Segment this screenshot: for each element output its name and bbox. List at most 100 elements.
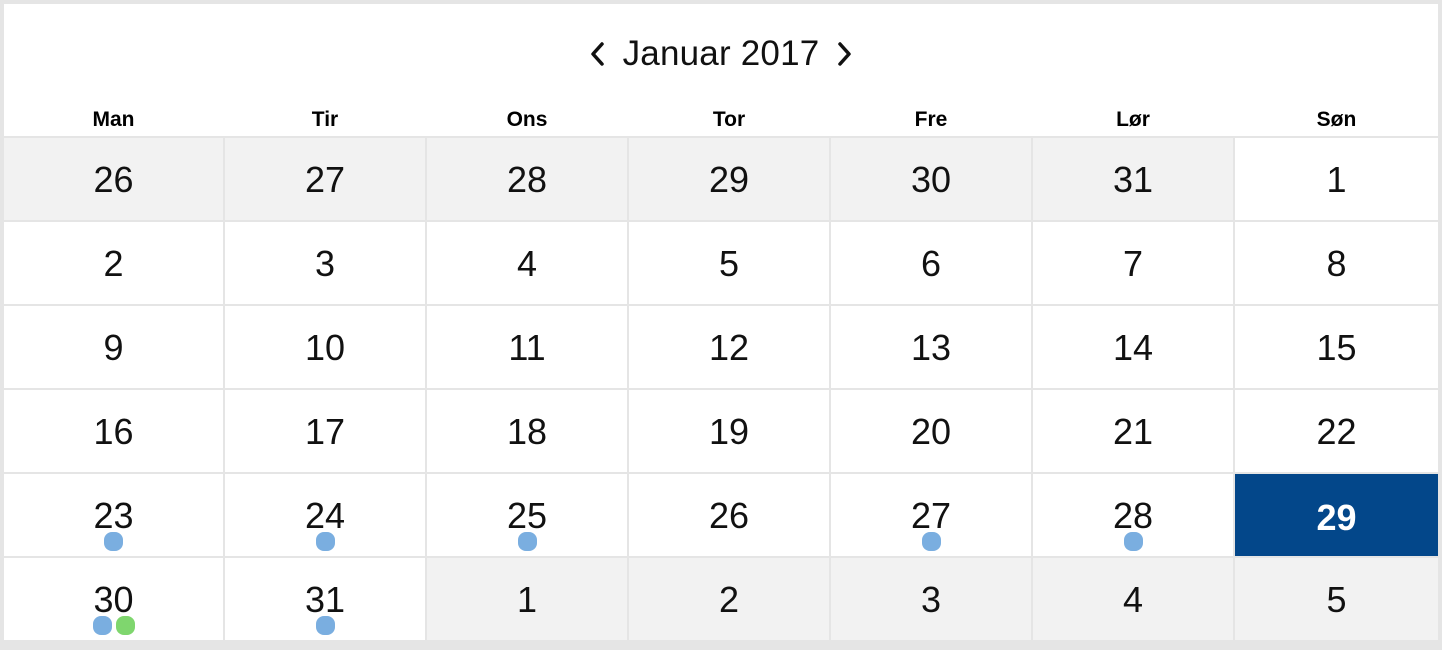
day-number: 7 bbox=[1122, 243, 1144, 284]
day-cell-outside-month[interactable]: 28 bbox=[427, 138, 627, 220]
day-number: 29 bbox=[708, 159, 750, 200]
day-number: 2 bbox=[103, 243, 124, 284]
day-cell-outside-month[interactable]: 30 bbox=[831, 138, 1031, 220]
day-cell[interactable]: 3 bbox=[225, 222, 425, 304]
day-number: 29 bbox=[1316, 497, 1357, 538]
day-cell[interactable]: 27 bbox=[831, 474, 1031, 556]
day-cell[interactable]: 11 bbox=[427, 306, 627, 388]
day-cell[interactable]: 6 bbox=[831, 222, 1031, 304]
blue-event-dot bbox=[517, 532, 537, 551]
day-cell[interactable]: 8 bbox=[1235, 222, 1438, 304]
day-number: 28 bbox=[1112, 495, 1154, 536]
day-number: 1 bbox=[1326, 159, 1347, 200]
event-indicators bbox=[517, 532, 537, 552]
day-cell-outside-month[interactable]: 3 bbox=[831, 558, 1031, 640]
day-cell[interactable]: 1 bbox=[1235, 138, 1438, 220]
day-cell[interactable]: 7 bbox=[1033, 222, 1233, 304]
day-number: 31 bbox=[304, 579, 346, 620]
weekday-label: Søn bbox=[1316, 108, 1357, 131]
day-cell[interactable]: 25 bbox=[427, 474, 627, 556]
day-number: 8 bbox=[1326, 243, 1347, 284]
day-cell[interactable]: 5 bbox=[629, 222, 829, 304]
event-indicators bbox=[92, 616, 135, 636]
day-cell-outside-month[interactable]: 31 bbox=[1033, 138, 1233, 220]
day-cell[interactable]: 22 bbox=[1235, 390, 1438, 472]
day-number: 14 bbox=[1112, 327, 1154, 368]
blue-event-dot bbox=[1123, 532, 1143, 551]
month-title: Januar 2017 bbox=[622, 34, 820, 73]
day-cell-outside-month[interactable]: 1 bbox=[427, 558, 627, 640]
day-cell[interactable]: 24 bbox=[225, 474, 425, 556]
month-navigation: Januar 2017 bbox=[583, 34, 860, 74]
day-cell-outside-month[interactable]: 29 bbox=[629, 138, 829, 220]
day-cell[interactable]: 19 bbox=[629, 390, 829, 472]
day-number: 5 bbox=[718, 243, 740, 284]
green-event-dot bbox=[115, 616, 135, 635]
day-cell[interactable]: 28 bbox=[1033, 474, 1233, 556]
day-number: 9 bbox=[103, 327, 124, 368]
day-cell[interactable]: 10 bbox=[225, 306, 425, 388]
prev-month-button[interactable] bbox=[583, 40, 611, 68]
day-cell[interactable]: 26 bbox=[629, 474, 829, 556]
day-cell[interactable]: 15 bbox=[1235, 306, 1438, 388]
day-cell-outside-month[interactable]: 2 bbox=[629, 558, 829, 640]
next-month-button[interactable] bbox=[831, 40, 859, 68]
event-indicators bbox=[315, 616, 335, 636]
blue-event-dot bbox=[315, 616, 335, 635]
day-cell[interactable]: 9 bbox=[4, 306, 223, 388]
day-cell[interactable]: 20 bbox=[831, 390, 1031, 472]
day-number: 13 bbox=[910, 327, 952, 368]
day-number: 6 bbox=[920, 243, 942, 284]
day-number: 20 bbox=[910, 411, 952, 452]
event-indicators bbox=[315, 532, 335, 552]
day-number: 1 bbox=[516, 579, 538, 620]
day-cell[interactable]: 21 bbox=[1033, 390, 1233, 472]
day-number: 15 bbox=[1316, 327, 1357, 368]
day-cell-outside-month[interactable]: 5 bbox=[1235, 558, 1438, 640]
chevron-left-icon bbox=[590, 42, 604, 66]
day-number: 17 bbox=[304, 411, 346, 452]
day-cell[interactable]: 2 bbox=[4, 222, 223, 304]
day-cell[interactable]: 12 bbox=[629, 306, 829, 388]
day-number: 19 bbox=[708, 411, 750, 452]
day-cell[interactable]: 23 bbox=[4, 474, 223, 556]
day-number: 2 bbox=[718, 579, 740, 620]
day-number: 26 bbox=[93, 159, 134, 200]
day-cell[interactable]: 13 bbox=[831, 306, 1031, 388]
day-cell[interactable]: 18 bbox=[427, 390, 627, 472]
day-number: 22 bbox=[1316, 411, 1357, 452]
day-number: 27 bbox=[304, 159, 346, 200]
calendar: Januar 2017 Man Tir Ons Tor Fre Lør Søn 26 27 28… bbox=[4, 4, 1438, 646]
day-cell[interactable]: 31 bbox=[225, 558, 425, 640]
day-number: 16 bbox=[93, 411, 134, 452]
event-indicators bbox=[921, 532, 941, 552]
weekday-header-row: Man Tir Ons Tor Fre Lør Søn bbox=[4, 104, 1438, 136]
day-number: 23 bbox=[93, 495, 134, 536]
calendar-header: Januar 2017 bbox=[4, 4, 1438, 104]
day-grid: 26 27 28 29 30 31 1 2 3 4 5 6 7 8 9 10 11 12 13 14 15 16 17 18 1… bbox=[4, 136, 1438, 646]
blue-event-dot bbox=[104, 532, 123, 551]
day-cell-outside-month[interactable]: 26 bbox=[4, 138, 223, 220]
weekday-label: Lør bbox=[1116, 108, 1150, 131]
day-number: 30 bbox=[910, 159, 952, 200]
day-number: 28 bbox=[506, 159, 548, 200]
day-cell[interactable]: 16 bbox=[4, 390, 223, 472]
day-cell[interactable]: 14 bbox=[1033, 306, 1233, 388]
day-number: 10 bbox=[304, 327, 346, 368]
event-indicators bbox=[104, 532, 123, 552]
day-number: 24 bbox=[304, 495, 346, 536]
day-cell[interactable]: 17 bbox=[225, 390, 425, 472]
day-number: 25 bbox=[506, 495, 548, 536]
day-number: 27 bbox=[910, 495, 952, 536]
day-cell-selected[interactable]: 29 bbox=[1235, 474, 1438, 556]
day-number: 30 bbox=[93, 579, 134, 620]
day-cell[interactable]: 4 bbox=[427, 222, 627, 304]
blue-event-dot bbox=[92, 616, 112, 635]
day-number: 26 bbox=[708, 495, 750, 536]
weekday-label: Tir bbox=[311, 108, 339, 131]
day-cell-outside-month[interactable]: 4 bbox=[1033, 558, 1233, 640]
day-cell[interactable]: 30 bbox=[4, 558, 223, 640]
day-number: 4 bbox=[516, 243, 538, 284]
day-cell-outside-month[interactable]: 27 bbox=[225, 138, 425, 220]
day-number: 18 bbox=[506, 411, 548, 452]
